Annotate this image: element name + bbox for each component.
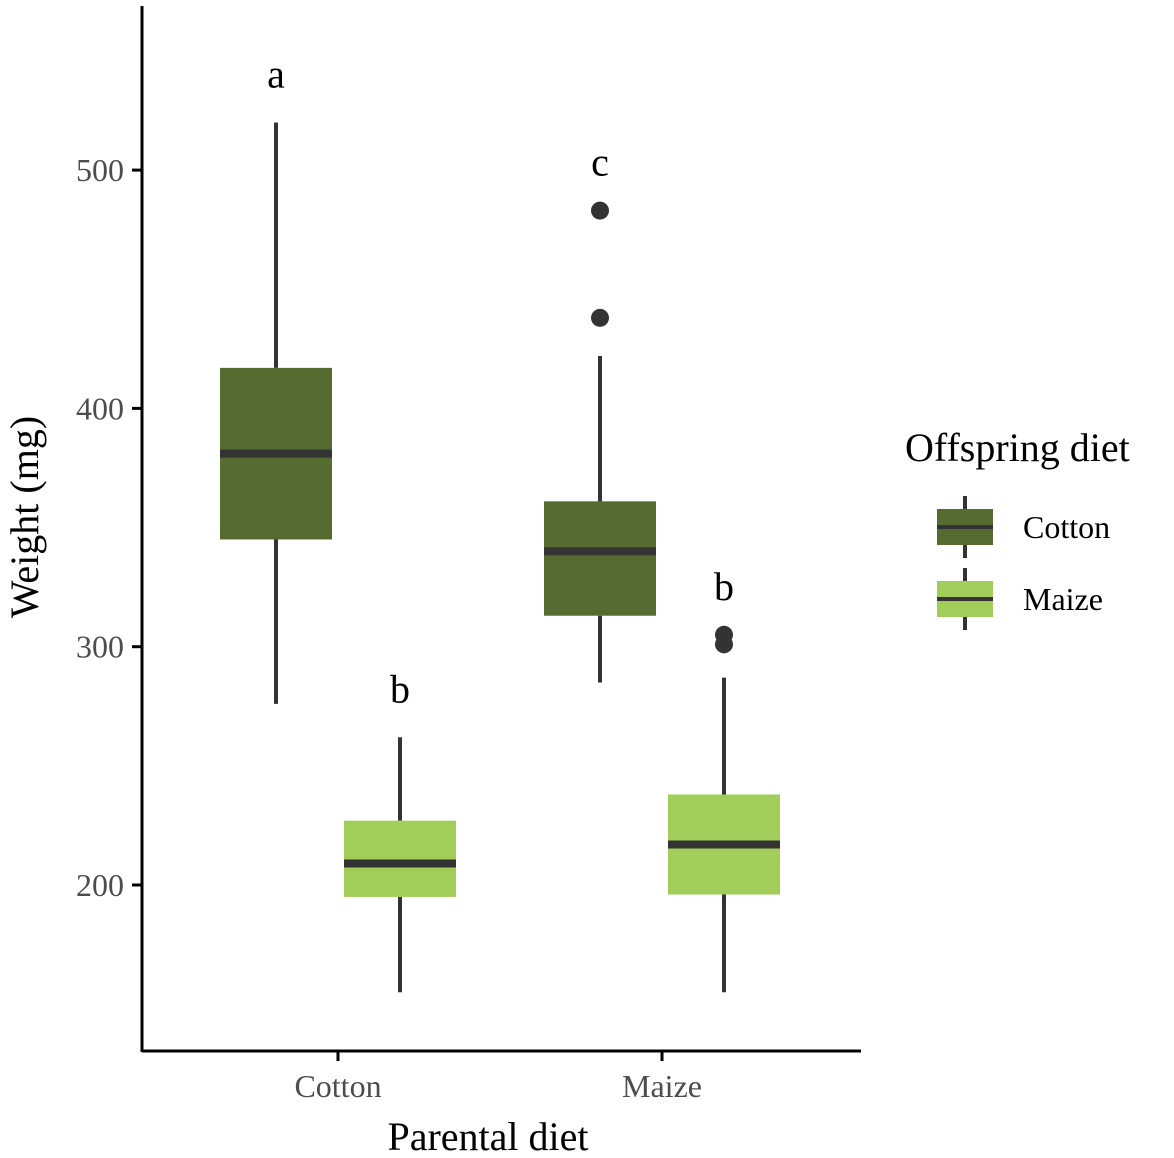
legend: Offspring diet Cotton Maize [905, 425, 1130, 630]
x-tick-label-maize: Maize [622, 1068, 702, 1104]
y-tick-label-200: 200 [76, 867, 124, 903]
y-tick-label-400: 400 [76, 390, 124, 426]
box-cotton-cotton-significance-letter: a [267, 51, 285, 96]
legend-key-cotton: Cotton [937, 496, 1110, 558]
box-cotton-maize: c [544, 140, 656, 683]
legend-key-maize: Maize [937, 568, 1103, 630]
box-cotton-maize-outlier-1 [591, 308, 609, 327]
y-tick-label-300: 300 [76, 629, 124, 665]
box-cotton-cotton: a [220, 51, 332, 704]
box-maize-cotton-significance-letter: b [390, 666, 410, 711]
y-tick-label-500: 500 [76, 152, 124, 188]
plot-marks: a c b b [220, 51, 780, 993]
y-axis-title: Weight (mg) [2, 416, 47, 618]
box-maize-maize-significance-letter: b [714, 564, 734, 609]
y-ticks: 200 300 400 500 [76, 152, 142, 903]
x-tick-label-cotton: Cotton [294, 1068, 381, 1104]
box-maize-maize: b [668, 564, 780, 993]
box-cotton-maize-significance-letter: c [591, 140, 609, 185]
box-maize-maize-outlier-2 [715, 625, 733, 644]
x-axis-title: Parental diet [387, 1114, 588, 1158]
box-cotton-maize-iqr [544, 501, 656, 616]
legend-title: Offspring diet [905, 425, 1130, 470]
box-cotton-maize-outlier-2 [591, 201, 609, 220]
x-ticks: Cotton Maize [294, 1051, 702, 1104]
legend-label-cotton: Cotton [1023, 509, 1110, 545]
box-maize-cotton: b [344, 666, 456, 993]
legend-label-maize: Maize [1023, 581, 1103, 617]
box-maize-cotton-iqr [344, 820, 456, 897]
